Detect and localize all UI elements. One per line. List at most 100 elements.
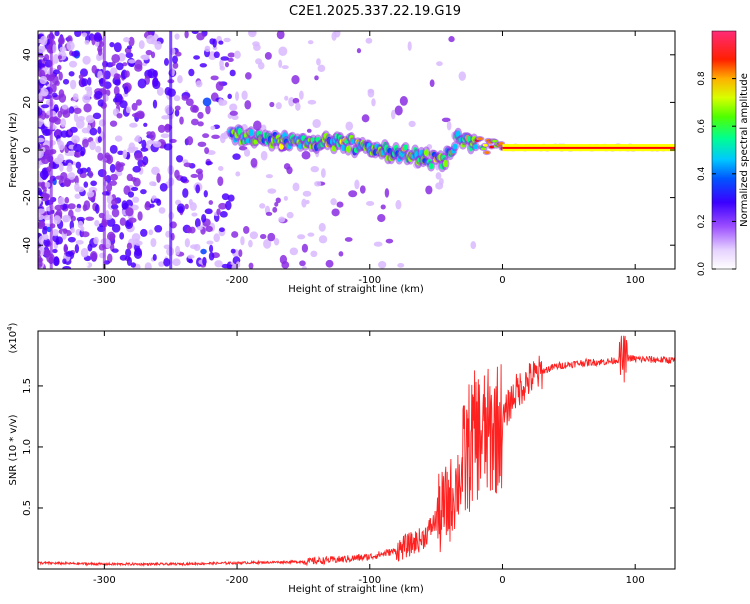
noise-blob: [44, 181, 51, 188]
noise-blob: [67, 172, 76, 180]
noise-blob: [158, 261, 165, 267]
noise-blob: [74, 244, 80, 254]
noise-blob: [113, 73, 120, 79]
x-tick-label: 0: [499, 275, 505, 286]
noise-blob: [112, 97, 118, 103]
noise-blob: [87, 77, 92, 86]
noise-blob: [248, 239, 253, 248]
noise-blob: [75, 161, 82, 169]
noise-blob: [183, 162, 192, 168]
noise-blob: [274, 201, 279, 207]
noise-blob: [132, 196, 140, 203]
snr-y-label: SNR (10 * v/v): [8, 414, 19, 485]
noise-blob: [152, 69, 158, 78]
noise-blob: [143, 122, 148, 127]
noise-blob: [284, 95, 289, 101]
noise-blob: [216, 208, 221, 216]
noise-blob: [307, 40, 314, 45]
noise-blob: [218, 227, 225, 233]
noise-blob: [119, 232, 125, 240]
noise-blob: [61, 104, 69, 110]
noise-blob: [366, 201, 375, 207]
noise-blob: [51, 44, 57, 54]
noise-blob: [78, 74, 84, 80]
noise-blob: [83, 181, 89, 188]
noise-blob: [208, 200, 214, 205]
noise-blob: [43, 193, 51, 199]
noise-blob: [163, 257, 171, 267]
noise-blob: [292, 97, 300, 104]
noise-blob: [394, 105, 403, 116]
snr-y-multiplier-exp: 4: [6, 326, 14, 331]
noise-blob: [68, 106, 75, 114]
noise-blob: [57, 110, 63, 118]
ridge-core: [498, 142, 504, 145]
noise-blob: [54, 80, 60, 86]
noise-blob: [76, 203, 82, 209]
noise-blob: [43, 225, 48, 231]
noise-blob: [85, 216, 95, 221]
noise-blob: [125, 207, 134, 217]
noise-blob: [45, 206, 51, 212]
ridge-core: [423, 149, 429, 157]
noise-blob: [38, 137, 45, 143]
noise-blob: [174, 105, 181, 111]
spectrogram-x-axis: -300 -200 -100 0 100: [93, 31, 645, 286]
noise-blob: [95, 204, 100, 214]
noise-blob: [115, 163, 124, 173]
noise-blob: [359, 185, 366, 194]
noise-blob: [134, 136, 142, 143]
noise-blob: [318, 222, 326, 232]
noise-blob: [224, 61, 230, 68]
noise-blob: [74, 207, 81, 213]
y-tick-label: 1.5: [22, 378, 33, 394]
noise-blob: [73, 112, 79, 123]
noise-blob: [152, 181, 157, 187]
noise-blob: [181, 95, 189, 101]
ridge-core: [473, 144, 479, 150]
noise-blob: [408, 120, 416, 128]
noise-blob: [135, 110, 145, 120]
noise-blob: [344, 237, 353, 242]
noise-blob: [173, 95, 181, 102]
noise-blob: [234, 91, 240, 101]
noise-blob: [288, 97, 295, 107]
noise-blob: [38, 107, 43, 117]
noise-blob: [213, 51, 220, 59]
noise-blob: [156, 86, 164, 96]
noise-blob: [43, 248, 50, 257]
noise-blob: [306, 128, 312, 133]
noise-blob: [227, 52, 236, 58]
noise-blob: [74, 193, 81, 199]
noise-blob: [84, 39, 90, 45]
noise-blob: [221, 193, 230, 201]
noise-blob: [210, 125, 216, 130]
ridge-core: [484, 151, 490, 154]
x-tick-label: 0: [499, 575, 505, 586]
y-tick-label: 20: [22, 96, 33, 109]
colorbar: 0.0 0.2 0.4 0.6 0.8 Normalized spectral ampl…: [697, 30, 750, 276]
noise-blob: [74, 31, 82, 38]
noise-blob: [154, 40, 162, 50]
noise-blob: [44, 151, 52, 158]
noise-blob: [331, 208, 340, 217]
noise-blob: [184, 238, 190, 248]
ridge-core: [478, 137, 483, 141]
noise-blob: [38, 208, 46, 215]
noise-blob: [131, 102, 138, 111]
noise-blob: [140, 189, 147, 195]
noise-blob: [279, 254, 288, 265]
noise-blob: [197, 226, 203, 231]
noise-blob: [191, 212, 198, 217]
noise-blob: [218, 166, 224, 172]
noise-blob: [66, 41, 75, 51]
noise-blob: [38, 257, 43, 263]
noise-blob: [89, 127, 98, 136]
noise-blob: [62, 266, 72, 269]
noise-blob: [83, 103, 92, 113]
snr-y-multiplier: (x104): [6, 322, 19, 353]
noise-blob: [217, 176, 224, 187]
noise-blob: [371, 98, 376, 107]
noise-blob: [278, 216, 286, 223]
